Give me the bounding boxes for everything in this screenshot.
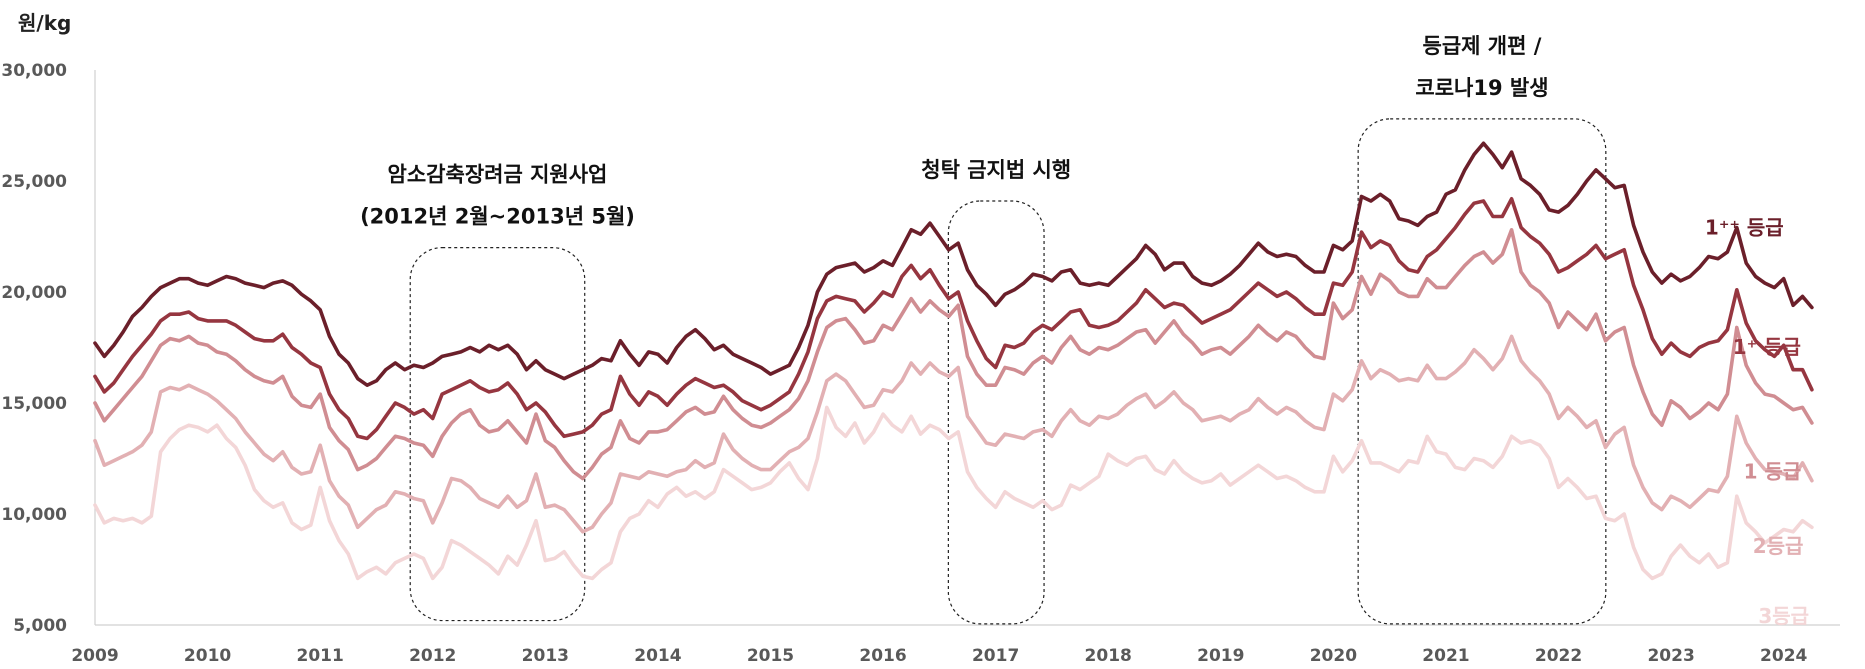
x-tick-label: 2024 [1760, 646, 1807, 666]
y-tick-label: 20,000 [1, 283, 67, 303]
x-tick-label: 2023 [1647, 646, 1694, 666]
series-label: 1 등급 [1744, 459, 1802, 483]
series-line [93, 334, 1814, 534]
series-line [93, 405, 1814, 581]
series-label: 1⁺⁺ 등급 [1705, 215, 1784, 239]
annotation-text: 등급제 개편 / [1423, 34, 1542, 58]
series-line [93, 228, 1814, 481]
x-tick-label: 2020 [1310, 646, 1357, 666]
x-tick-label: 2016 [859, 646, 906, 666]
y-tick-label: 5,000 [13, 616, 67, 636]
y-tick-label: 25,000 [1, 172, 67, 192]
series-lines [93, 141, 1814, 581]
annotation-text: 암소감축장려금 지원사업 [388, 163, 608, 187]
x-tick-label: 2012 [409, 646, 456, 666]
x-tick-label: 2019 [1197, 646, 1244, 666]
y-axis: 5,000 10,000 15,000 20,000 25,000 30,000 [1, 61, 96, 636]
x-tick-label: 2009 [71, 646, 118, 666]
series-line [93, 197, 1814, 441]
x-tick-label: 2017 [972, 646, 1019, 666]
annotation-box [947, 200, 1045, 625]
x-tick-label: 2011 [296, 646, 343, 666]
x-tick-label: 2013 [522, 646, 569, 666]
series-label: 3등급 [1758, 604, 1809, 628]
series-label: 1⁺ 등급 [1733, 335, 1801, 359]
series-labels: 1⁺⁺ 등급 1⁺ 등급 1 등급 2등급 3등급 [1705, 215, 1809, 628]
y-tick-label: 10,000 [1, 505, 67, 525]
x-axis: 2009 2010 2011 2012 2013 2014 2015 2016 2017 2018… [71, 624, 1840, 666]
x-tick-label: 2021 [1422, 646, 1469, 666]
annotation-text: (2012년 2월~2013년 5월) [360, 205, 635, 229]
y-tick-label: 15,000 [1, 394, 67, 414]
annotation-text: 청탁 금지법 시행 [921, 158, 1071, 182]
x-tick-label: 2018 [1085, 646, 1132, 666]
y-axis-unit-label: 원/kg [18, 11, 71, 35]
x-tick-label: 2015 [747, 646, 794, 666]
series-line [93, 141, 1814, 387]
x-tick-label: 2022 [1535, 646, 1582, 666]
annotation-boxes [409, 118, 1607, 625]
x-tick-label: 2010 [184, 646, 231, 666]
y-tick-label: 30,000 [1, 61, 67, 81]
annotation-box [409, 247, 586, 622]
series-label: 2등급 [1753, 534, 1804, 558]
x-tick-label: 2014 [634, 646, 681, 666]
annotation-box [1357, 118, 1607, 625]
annotation-text: 코로나19 발생 [1415, 76, 1548, 100]
annotation-texts: 암소감축장려금 지원사업 (2012년 2월~2013년 5월) 청탁 금지법 시행… [360, 34, 1548, 229]
